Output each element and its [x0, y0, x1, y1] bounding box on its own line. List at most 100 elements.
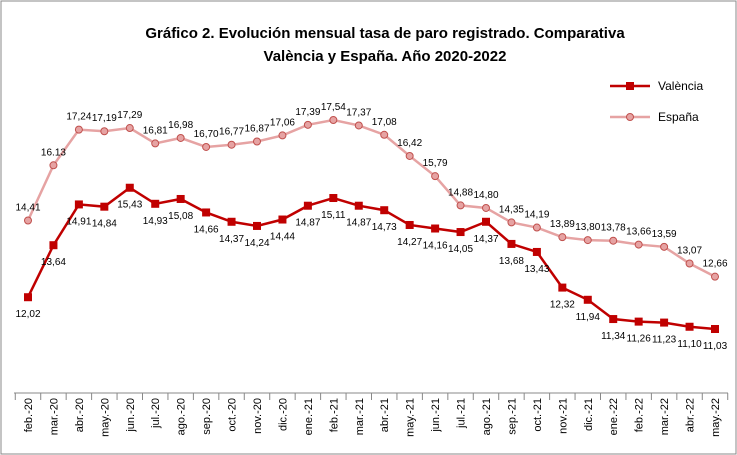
- x-tick-label: jul.-20: [150, 398, 162, 429]
- data-label: 14,87: [295, 218, 320, 229]
- data-label: 17,06: [270, 117, 295, 128]
- data-label: 13,07: [677, 246, 702, 257]
- point: [380, 130, 389, 139]
- point: [100, 127, 109, 136]
- data-label: 16,87: [244, 124, 269, 135]
- chart-title: Gráfico 2. Evolución mensual tasa de par…: [145, 25, 625, 42]
- data-label: 17,08: [372, 117, 397, 128]
- data-label: 17,29: [117, 110, 142, 121]
- x-tick-label: ago.-20: [176, 398, 188, 435]
- data-label: 14,93: [143, 216, 168, 227]
- data-label: 14,80: [473, 190, 498, 201]
- point: [431, 224, 440, 233]
- data-label: 13,66: [626, 227, 651, 238]
- x-tick-label: may.-20: [99, 398, 111, 437]
- x-tick-label: dic.-20: [277, 398, 289, 431]
- data-label: 14,44: [270, 232, 295, 243]
- legend-marker: [626, 82, 634, 90]
- data-label: 17,39: [295, 107, 320, 118]
- legend-label: València: [658, 79, 703, 93]
- data-label: 15,11: [321, 210, 346, 221]
- point: [227, 140, 236, 149]
- data-label: 15,08: [168, 211, 193, 222]
- data-label: 14,91: [66, 216, 91, 227]
- x-tick-label: abr.-22: [685, 398, 697, 432]
- data-label: 13,43: [524, 264, 549, 275]
- data-label: 11,94: [576, 312, 601, 323]
- data-label: 14,27: [397, 237, 422, 248]
- data-label: 15,79: [423, 158, 448, 169]
- series-line: [26, 186, 716, 331]
- point: [532, 247, 541, 256]
- data-label: 13,68: [499, 256, 524, 267]
- point: [711, 272, 719, 281]
- point: [303, 120, 312, 129]
- x-tick-label: abr.-20: [74, 398, 86, 432]
- data-label: 11,23: [652, 335, 677, 346]
- data-label: 16,42: [397, 138, 422, 149]
- data-label: 12,66: [702, 259, 727, 270]
- data-label: 13,78: [601, 223, 626, 234]
- point: [100, 202, 109, 211]
- point: [482, 217, 490, 226]
- point: [660, 318, 669, 327]
- point: [202, 208, 211, 217]
- data-label: 14,88: [448, 187, 473, 198]
- point: [609, 236, 618, 245]
- point: [24, 216, 32, 225]
- data-label: 13,89: [550, 219, 575, 230]
- point: [405, 220, 414, 229]
- point: [660, 242, 669, 251]
- point: [151, 199, 160, 208]
- point: [456, 201, 465, 210]
- point: [583, 236, 592, 245]
- legend-marker: [626, 113, 634, 121]
- x-tick-label: jul.-21: [456, 398, 468, 429]
- data-label: 14,16: [423, 241, 448, 252]
- point: [354, 121, 363, 130]
- data-label: 11,03: [703, 341, 728, 352]
- point: [303, 201, 312, 210]
- data-label: 13,64: [41, 257, 66, 268]
- data-label: 14,37: [219, 234, 244, 245]
- data-label: 13,59: [652, 229, 677, 240]
- point: [329, 194, 338, 203]
- data-label: 13,80: [575, 222, 600, 233]
- point: [253, 137, 261, 146]
- point: [151, 139, 160, 148]
- point: [278, 215, 287, 224]
- point: [49, 161, 58, 170]
- x-tick-label: mar.-20: [48, 398, 60, 435]
- x-tick-label: feb.-22: [634, 398, 646, 432]
- x-tick-label: dic.-21: [583, 398, 595, 431]
- point: [431, 172, 440, 181]
- data-label: 12,32: [550, 300, 575, 311]
- x-tick-label: feb.-20: [23, 398, 35, 432]
- x-tick-label: sep.-20: [201, 398, 213, 435]
- data-label: 14,66: [194, 224, 219, 235]
- data-label: 16,98: [168, 120, 193, 131]
- chart-title: València y España. Año 2020-2022: [264, 48, 507, 65]
- point: [176, 194, 185, 203]
- point: [253, 221, 261, 230]
- point: [176, 133, 185, 142]
- point: [202, 142, 211, 151]
- point: [507, 239, 516, 248]
- point: [24, 293, 32, 302]
- x-tick-label: ene.-22: [608, 398, 620, 435]
- x-tick-label: mar.-22: [659, 398, 671, 435]
- point: [49, 241, 58, 250]
- point: [74, 200, 83, 209]
- point: [583, 295, 592, 304]
- x-tick-label: abr.-21: [379, 398, 391, 432]
- x-tick-label: oct.-21: [532, 398, 544, 432]
- point: [507, 218, 516, 227]
- x-tick-label: may.-21: [405, 398, 417, 437]
- point: [482, 203, 490, 212]
- x-tick-label: nov.-20: [252, 398, 264, 434]
- point: [74, 125, 83, 134]
- data-label: 14,87: [346, 218, 371, 229]
- data-label: 12,02: [15, 309, 40, 320]
- data-label: 14,84: [92, 219, 117, 230]
- data-label: 15,43: [117, 200, 142, 211]
